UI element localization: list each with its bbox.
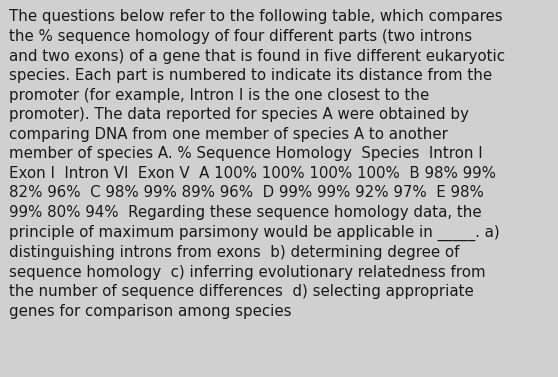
Text: The questions below refer to the following table, which compares
the % sequence : The questions below refer to the followi… — [9, 9, 506, 319]
